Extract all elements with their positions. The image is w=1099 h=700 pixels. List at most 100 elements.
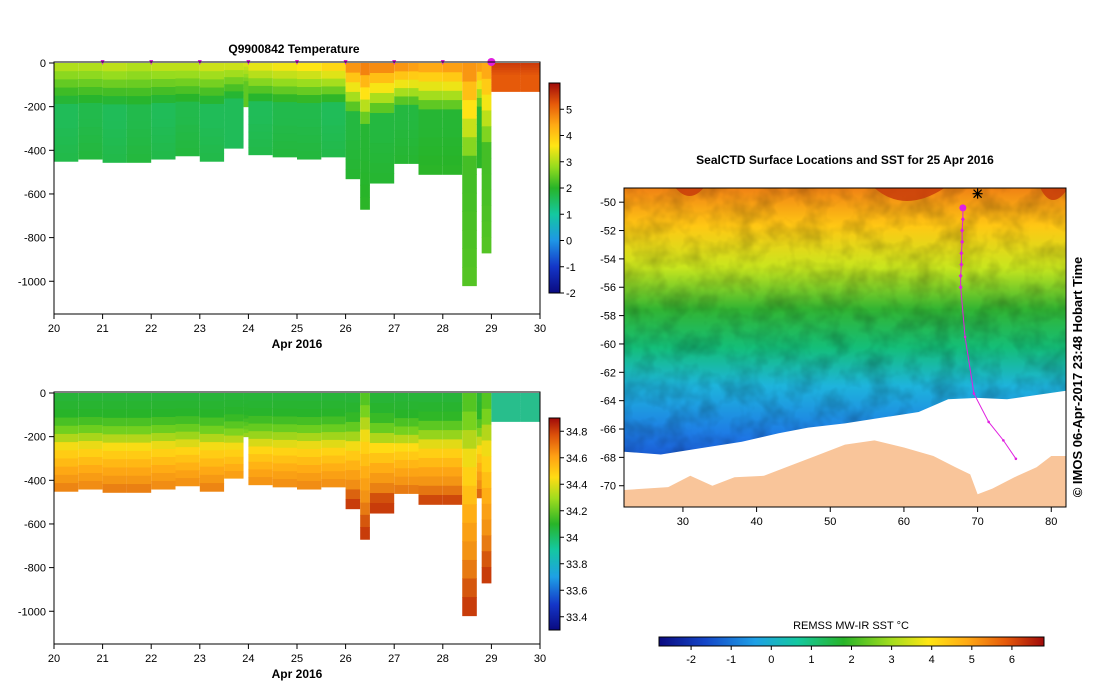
temperature-cell (126, 137, 152, 147)
temperature-cell (175, 86, 200, 95)
salinity-cell (408, 426, 419, 436)
salinity-cell (321, 455, 346, 464)
temperature-cell (476, 106, 483, 116)
salinity-cell (321, 463, 346, 472)
salinity-cell (54, 417, 79, 427)
temperature-cell (248, 85, 273, 95)
salinity-cell (199, 483, 225, 492)
salinity-cell (394, 401, 409, 411)
salinity-cell (491, 419, 521, 422)
temperature-cell (520, 77, 540, 81)
x-tick-label: 20 (48, 323, 60, 335)
salinity-cell (243, 393, 250, 398)
temperature-cell (297, 143, 322, 152)
temperature-cell (481, 78, 492, 96)
temperature-cell (224, 84, 244, 92)
salinity-cell (491, 409, 521, 413)
temperature-cell (476, 141, 483, 151)
salinity-cell (418, 467, 443, 477)
salinity-cell (442, 411, 463, 422)
salinity-cell (297, 465, 322, 474)
salinity-cell (243, 400, 250, 405)
salinity-cell (462, 467, 477, 487)
salinity-cell (481, 487, 492, 505)
salinity-cell (520, 414, 540, 418)
salinity-cell (369, 423, 395, 434)
x-tick-label: 22 (145, 323, 157, 335)
salinity-cell (78, 401, 103, 410)
temperature-cell (199, 136, 225, 146)
temperature-cell (360, 148, 370, 161)
temperature-cell (321, 125, 346, 134)
temperature-cell (418, 118, 443, 129)
temperature-cell (360, 63, 370, 76)
temperature-cell (151, 151, 176, 160)
salinity-cell (54, 409, 79, 419)
temperature-cell (54, 71, 79, 80)
temperature-cell (224, 105, 244, 114)
temperature-cell (126, 129, 152, 138)
temperature-cell (408, 113, 419, 123)
salinity-cell (408, 459, 419, 469)
salinity-cell (481, 567, 492, 584)
temperature-cell (199, 95, 225, 105)
salinity-cell (199, 442, 225, 451)
temperature-cell (78, 103, 103, 112)
temperature-cell (151, 87, 176, 96)
salinity-panel: 0-200-400-600-800-1000 20 21 22 23 24 25 26 27 2… (18, 388, 588, 681)
salinity-cell (369, 483, 395, 494)
salinity-cell (272, 424, 297, 433)
salinity-cell (394, 426, 409, 436)
temperature-cell (369, 63, 395, 74)
temperature-cell (345, 130, 361, 141)
temperature-cell (520, 84, 540, 88)
temperature-cell (102, 104, 127, 114)
x-tick-label: 24 (242, 653, 254, 665)
salinity-cell (243, 433, 250, 438)
temperature-cell (248, 93, 273, 102)
colorbar-tick-label: 3 (566, 157, 572, 169)
temperature-cell (408, 155, 419, 164)
lon-tick-label: 70 (971, 516, 983, 528)
temperature-cell (345, 140, 361, 151)
temperature-cell (248, 139, 273, 148)
salinity-cell (442, 439, 463, 450)
lat-tick-label: -68 (600, 452, 616, 464)
y-tick-label: -800 (24, 563, 46, 575)
x-tick-label: 26 (339, 653, 351, 665)
salinity-cell (442, 457, 463, 468)
temperature-cell (408, 121, 419, 131)
temperature-cell (369, 113, 395, 124)
temperature-cell (126, 104, 152, 114)
salinity-cell (243, 403, 250, 409)
lat-tick-label: -54 (600, 254, 616, 266)
salinity-cell (369, 413, 395, 424)
temperature-cell (78, 135, 103, 144)
temperature-cell (248, 108, 273, 117)
temperature-cell (394, 104, 409, 114)
temperature-cell (360, 87, 370, 101)
salinity-cell (394, 409, 409, 419)
salinity-cell (345, 441, 361, 452)
colorbar-tick-label: 34 (566, 532, 578, 544)
salinity-cell (481, 519, 492, 536)
salinity-cell (462, 430, 477, 450)
salinity-cell (151, 449, 176, 458)
x-tick-label: 29 (485, 323, 497, 335)
salinity-cell (297, 449, 322, 458)
salinity-cell (481, 456, 492, 473)
x-tick-label: 27 (388, 323, 400, 335)
salinity-cell (175, 400, 200, 409)
salinity-cell (369, 433, 395, 444)
sst-map-panel: SealCTD Surface Locations and SST for 25… (600, 153, 1085, 666)
salinity-cell (418, 402, 443, 413)
x-tick-label: 25 (291, 653, 303, 665)
colorbar-tick-label: 5 (566, 104, 572, 116)
salinity-cell (394, 485, 409, 494)
temperature-cell (126, 79, 152, 89)
temperature-cell (54, 120, 79, 129)
salinity-cell (360, 466, 370, 479)
temperature-cell (54, 95, 79, 105)
temperature-cell (360, 197, 370, 210)
salinity-cell (199, 474, 225, 484)
